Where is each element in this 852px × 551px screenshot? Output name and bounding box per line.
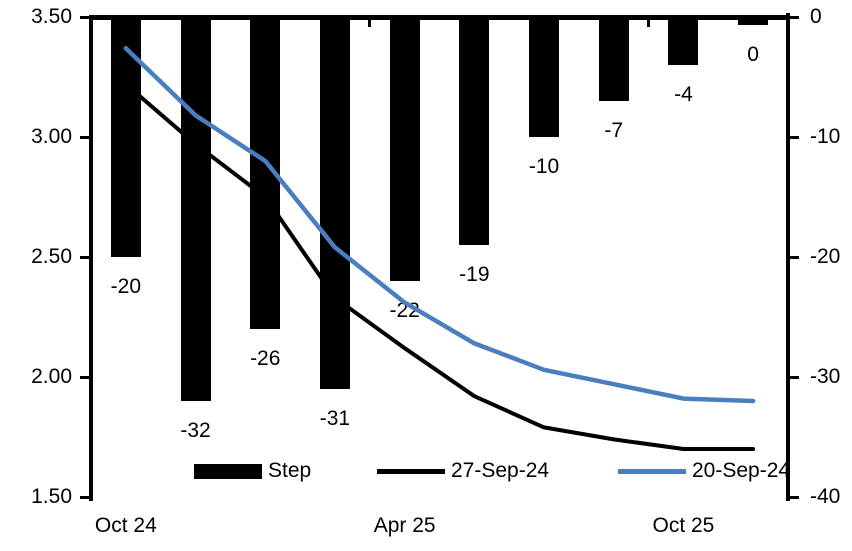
- right-axis-tick: [790, 135, 799, 139]
- bar-label: -31: [319, 407, 351, 430]
- left-axis-tick-label: 2.50: [31, 245, 72, 268]
- left-axis-tick-label: 2.00: [31, 365, 72, 388]
- left-axis-tick: [80, 375, 89, 379]
- right-axis-tick-label: -10: [810, 125, 841, 148]
- bar-label: -4: [674, 83, 693, 106]
- bar-label: -19: [459, 263, 490, 286]
- legend-label-20-sep-24: 20-Sep-24: [692, 459, 791, 482]
- legend-label-step: Step: [268, 459, 312, 482]
- left-axis-tick: [80, 15, 89, 19]
- bar: [459, 15, 490, 245]
- legend-swatch-step: [194, 464, 262, 479]
- right-axis-tick: [790, 375, 799, 379]
- bar-label: -26: [250, 347, 281, 370]
- bar: [529, 15, 560, 137]
- top-axis-line: [89, 14, 790, 20]
- legend-swatch-27-sep-24: [377, 469, 445, 474]
- bar: [598, 15, 629, 101]
- left-axis-line: [89, 15, 93, 501]
- line-20-sep-24: [123, 45, 756, 404]
- right-axis-tick-label: -20: [810, 245, 841, 268]
- right-axis-tick-label: -30: [810, 365, 841, 388]
- right-axis-tick-label: 0: [810, 5, 822, 28]
- x-axis-label: Oct 24: [94, 514, 157, 537]
- bar: [389, 15, 420, 281]
- bar-label: -7: [604, 119, 624, 142]
- left-axis-tick-label: 3.00: [31, 125, 72, 148]
- right-axis-tick-label: -40: [810, 485, 841, 508]
- right-axis-tick: [790, 15, 799, 19]
- bar-label: -20: [110, 275, 142, 298]
- bar-label: 0: [747, 43, 759, 66]
- left-axis-tick: [80, 135, 89, 139]
- legend-label-27-sep-24: 27-Sep-24: [451, 459, 550, 482]
- legend-swatch-20-sep-24: [618, 469, 686, 474]
- right-axis-tick: [790, 495, 799, 499]
- x-axis-tick: [647, 17, 651, 27]
- right-axis-tick: [790, 255, 799, 259]
- left-axis-tick-label: 3.50: [31, 5, 72, 28]
- line-27-sep-24: [123, 82, 756, 451]
- bar: [668, 15, 699, 65]
- left-axis-tick: [80, 495, 89, 499]
- left-axis-tick: [80, 255, 89, 259]
- left-axis-tick-label: 1.50: [31, 485, 72, 508]
- bar-label: -32: [180, 419, 211, 442]
- x-axis-label: Apr 25: [373, 514, 436, 537]
- x-axis-tick: [368, 17, 372, 27]
- right-axis-line: [786, 13, 790, 501]
- bar: [319, 15, 350, 389]
- bar-label: -10: [528, 155, 560, 178]
- bar: [738, 15, 769, 25]
- x-axis-label: Oct 25: [652, 514, 715, 537]
- bar: [180, 15, 211, 401]
